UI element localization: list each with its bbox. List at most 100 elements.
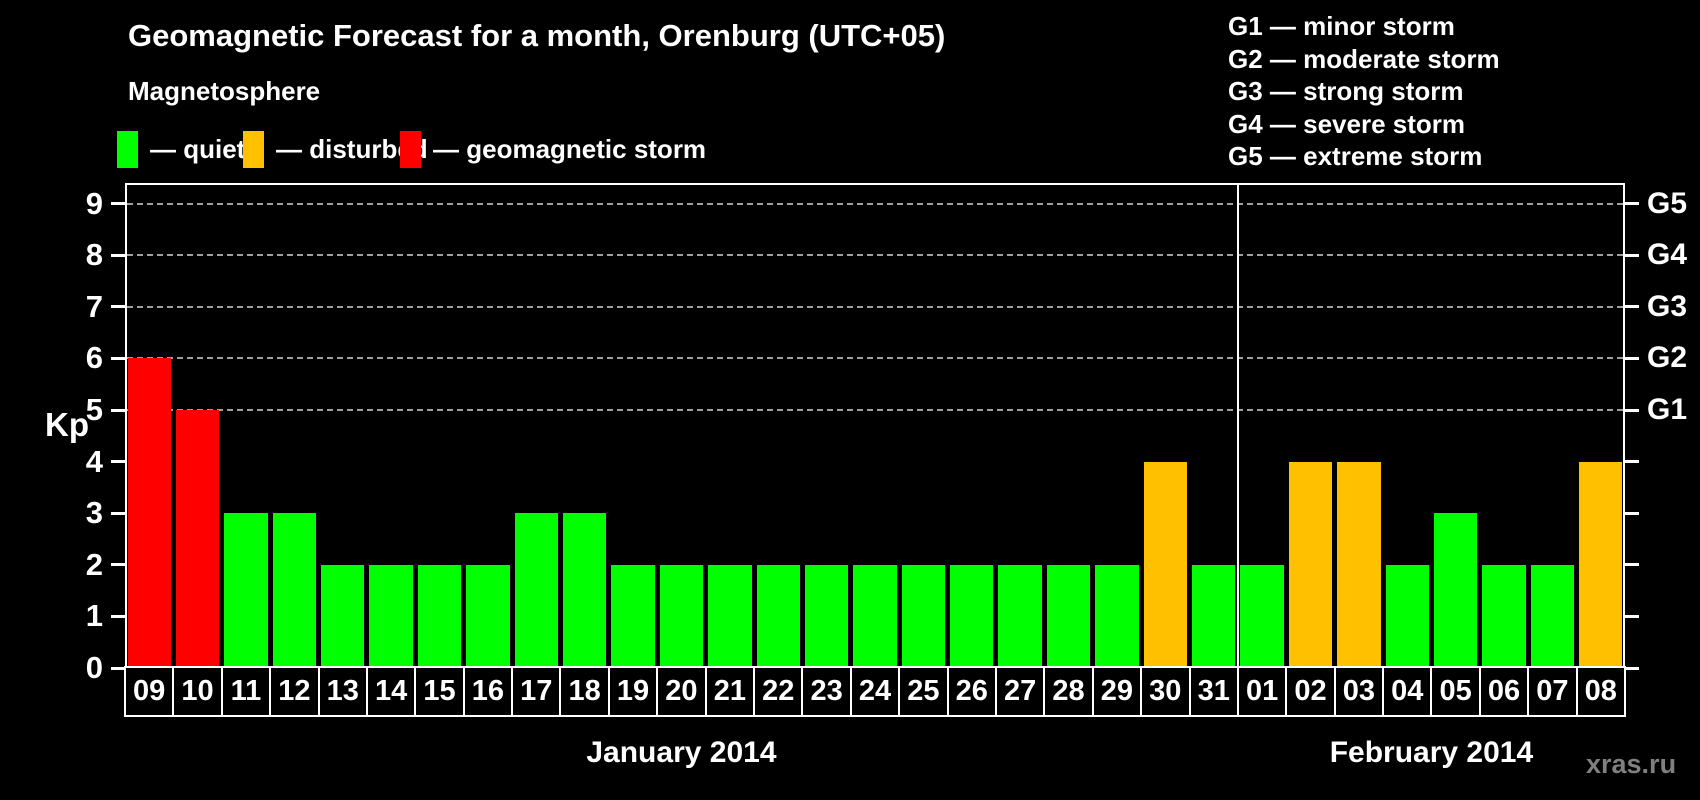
y-axis-title: Kp [45,406,89,443]
day-label-12: 12 [269,666,320,717]
y-axis-label-0: 0 [85,650,103,685]
day-label-23: 23 [801,666,852,717]
day-label-08: 08 [1575,666,1626,717]
kp-bar-day-18 [562,513,607,668]
kp-bar-day-02 [1288,461,1333,668]
day-label-31: 31 [1188,666,1239,717]
kp-bar-day-08 [1579,461,1623,668]
kp-bar-day-26 [950,564,994,668]
kp-bar-day-14 [369,564,413,668]
y-tick-left-1 [111,614,125,618]
day-label-15: 15 [414,666,465,717]
legend-swatch-storm [400,130,421,168]
y-tick-left-2 [111,563,125,567]
y-tick-left-3 [111,511,125,515]
storm-scale-legend: G1 — minor storm G2 — moderate storm G3 — … [1228,10,1500,173]
kp-bar-day-03 [1337,461,1381,668]
kp-bar-day-17 [514,513,558,668]
gridline-kp-5 [127,409,1623,412]
kp-bar-day-07 [1530,564,1575,668]
day-label-06: 06 [1478,666,1530,717]
kp-bar-day-24 [853,564,897,668]
day-label-17: 17 [511,666,562,717]
legend-swatch-disturbed [243,130,264,168]
day-label-27: 27 [994,666,1046,717]
y-tick-right-8 [1625,253,1639,257]
kp-bar-day-01 [1240,564,1284,668]
y-tick-left-0 [111,666,125,670]
kp-bar-day-06 [1482,564,1526,668]
day-label-28: 28 [1043,666,1094,717]
legend-item-quiet: — quiet [117,129,245,169]
gridline-kp-6 [127,357,1623,360]
kp-bar-day-25 [901,564,946,668]
g-scale-label-G3: G3 [1647,289,1688,323]
day-label-03: 03 [1333,666,1385,717]
kp-bar-day-30 [1143,461,1187,668]
g-scale-label-G5: G5 [1647,186,1688,220]
legend-swatch-quiet [117,130,138,168]
kp-bar-day-15 [417,564,462,668]
y-tick-left-9 [111,202,125,206]
kp-bar-day-29 [1095,564,1139,668]
kp-bar-day-20 [659,564,704,668]
gridline-kp-7 [127,305,1623,308]
g-legend-line-3: G3 — strong storm [1228,76,1464,106]
day-label-07: 07 [1527,666,1578,717]
month-label-february: February 2014 [1329,736,1534,769]
day-label-05: 05 [1430,666,1481,717]
day-label-22: 22 [753,666,804,717]
day-label-18: 18 [559,666,610,717]
day-label-19: 19 [607,666,659,717]
kp-bar-day-28 [1046,564,1091,668]
y-axis-label-1: 1 [85,598,103,634]
kp-bar-day-21 [708,564,752,668]
g-scale-label-G1: G1 [1647,393,1688,427]
kp-bar-day-31 [1192,564,1236,668]
y-axis-label-6: 6 [85,340,103,376]
day-label-21: 21 [704,666,756,717]
y-tick-right-3 [1625,511,1639,515]
y-axis-label-7: 7 [85,288,103,324]
day-axis-row: 09 10 11 12 13 14 15 16 17 18 19 20 21 22 23 24 25 26 27 28… [124,666,1626,717]
gridline-kp-9 [127,202,1623,205]
plot-area [125,183,1625,668]
y-tick-right-5 [1625,408,1639,412]
day-label-24: 24 [849,666,901,717]
legend-item-storm: — geomagnetic storm [400,129,706,169]
y-tick-left-7 [111,305,125,309]
g-legend-line-5: G5 — extreme storm [1228,141,1483,171]
y-tick-right-0 [1625,666,1639,670]
y-tick-right-4 [1625,460,1639,464]
kp-bar-day-12 [272,513,317,668]
day-label-04: 04 [1382,666,1433,717]
y-tick-right-1 [1625,614,1639,618]
day-label-30: 30 [1140,666,1191,717]
y-axis-label-3: 3 [85,495,103,531]
day-label-16: 16 [462,666,514,717]
day-label-25: 25 [898,666,949,717]
day-label-29: 29 [1091,666,1143,717]
y-tick-right-9 [1625,202,1639,206]
kp-bar-day-09 [127,358,171,668]
magnetosphere-label: Magnetosphere [128,76,321,106]
g-legend-line-4: G4 — severe storm [1228,108,1466,139]
y-axis-label-5: 5 [85,392,103,428]
y-tick-left-8 [111,253,125,257]
y-tick-right-7 [1625,305,1639,309]
kp-bar-day-05 [1433,513,1478,668]
y-axis-label-9: 9 [85,185,103,221]
y-tick-left-6 [111,356,125,360]
day-label-26: 26 [946,666,997,717]
kp-bar-day-10 [175,410,220,668]
kp-bar-day-04 [1385,564,1429,668]
y-axis-label-2: 2 [85,546,103,582]
day-label-01: 01 [1236,666,1288,717]
day-label-20: 20 [656,666,707,717]
y-axis-label-4: 4 [85,443,103,479]
day-label-02: 02 [1285,666,1336,717]
month-separator-line [1236,183,1239,668]
day-label-11: 11 [220,666,272,717]
g-scale-label-G4: G4 [1647,238,1688,272]
